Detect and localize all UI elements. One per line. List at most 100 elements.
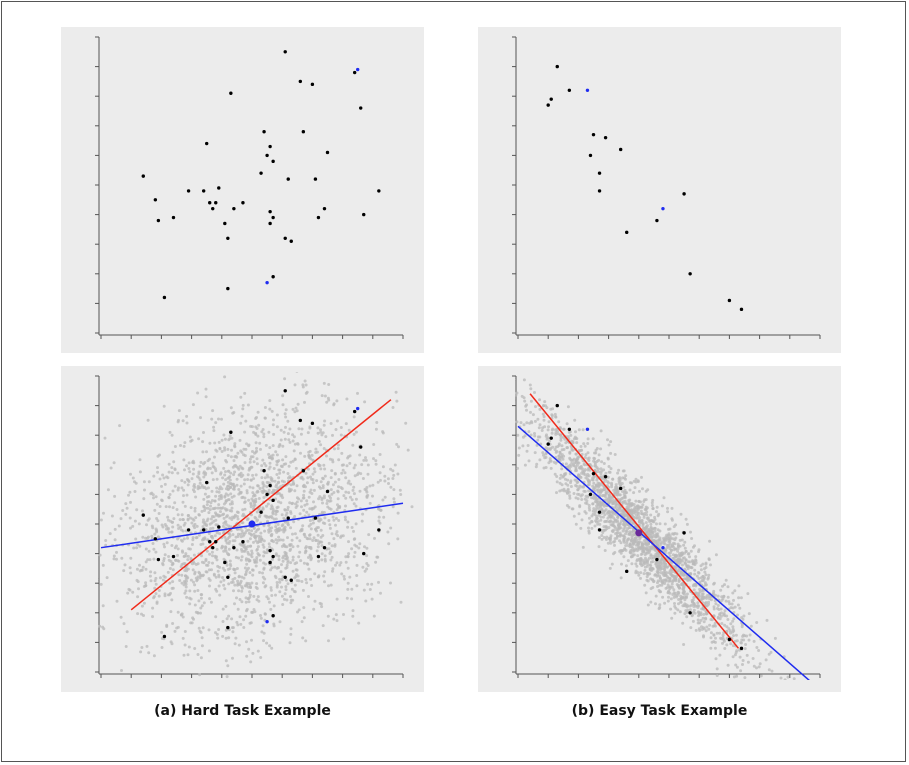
population-point (168, 430, 172, 434)
population-point (650, 501, 654, 505)
population-point (312, 607, 316, 611)
population-point (183, 480, 187, 484)
population-point (248, 537, 252, 541)
sample-point (359, 445, 363, 449)
population-point (165, 475, 169, 479)
population-point (550, 413, 554, 417)
population-point (323, 559, 327, 563)
population-point (245, 609, 248, 613)
population-point (232, 568, 236, 572)
population-point (381, 430, 385, 434)
population-point (282, 543, 286, 547)
sample-point (727, 298, 732, 303)
population-point (680, 596, 684, 600)
population-point (239, 475, 243, 479)
population-point (641, 522, 645, 526)
population-point (682, 586, 686, 590)
population-point (144, 536, 148, 540)
population-point (256, 595, 260, 599)
population-point (329, 499, 333, 503)
population-point (335, 419, 339, 423)
population-point (288, 501, 292, 505)
population-point (395, 442, 399, 446)
population-point (261, 624, 265, 628)
population-point (533, 432, 536, 435)
population-point (257, 423, 261, 427)
population-point (215, 490, 219, 494)
population-point (216, 569, 220, 573)
population-point (246, 478, 250, 481)
population-point (693, 568, 697, 572)
population-point (201, 520, 205, 524)
population-point (626, 559, 630, 563)
population-point (792, 677, 796, 680)
population-point (234, 454, 238, 458)
population-point (279, 428, 283, 432)
population-point (646, 558, 650, 562)
population-point (333, 471, 337, 475)
population-point (231, 656, 234, 660)
population-point (115, 557, 118, 561)
population-point (270, 457, 274, 461)
population-point (199, 656, 203, 660)
population-point (635, 513, 638, 517)
population-point (697, 550, 700, 554)
highlighted-point (661, 545, 665, 550)
population-point (281, 559, 285, 563)
population-point (312, 488, 316, 492)
population-point (629, 549, 633, 552)
population-point (602, 462, 606, 465)
sample-point (618, 147, 623, 152)
population-point (137, 522, 141, 526)
population-point (215, 486, 219, 490)
population-point (340, 451, 344, 455)
population-point (560, 448, 564, 452)
population-point (174, 544, 178, 548)
population-point (218, 532, 222, 536)
population-point (533, 419, 537, 423)
population-point (730, 602, 734, 606)
population-point (654, 539, 658, 543)
population-point (247, 531, 251, 535)
population-point (592, 481, 596, 485)
population-point (308, 533, 312, 537)
population-point (657, 589, 661, 592)
population-point (212, 429, 216, 433)
population-point (160, 646, 164, 649)
population-point (727, 600, 731, 604)
population-point (205, 503, 209, 507)
population-point (535, 443, 539, 447)
population-point (366, 463, 370, 467)
population-point (286, 522, 290, 526)
population-point (659, 562, 663, 566)
population-point (237, 574, 241, 578)
population-point (519, 421, 523, 425)
sample-point (283, 575, 287, 579)
sample-point (591, 132, 596, 137)
population-point (735, 665, 739, 669)
population-point (698, 621, 702, 625)
population-point (720, 637, 723, 641)
population-point (565, 422, 569, 426)
population-point (202, 475, 206, 479)
population-point (311, 518, 315, 522)
population-point (213, 499, 217, 503)
population-point (548, 439, 552, 443)
population-point (330, 532, 334, 536)
population-point (543, 425, 547, 429)
population-point (210, 535, 214, 539)
population-point (555, 491, 558, 495)
population-point (786, 675, 790, 679)
population-point (314, 447, 318, 451)
population-point (355, 584, 359, 588)
population-point (293, 515, 297, 518)
sample-point (316, 554, 321, 559)
population-point (614, 519, 618, 523)
population-point (267, 488, 271, 492)
population-point (236, 579, 240, 583)
population-point (254, 539, 258, 543)
population-point (286, 556, 289, 560)
population-point (176, 488, 180, 492)
population-point (562, 427, 566, 431)
population-point (548, 457, 552, 461)
